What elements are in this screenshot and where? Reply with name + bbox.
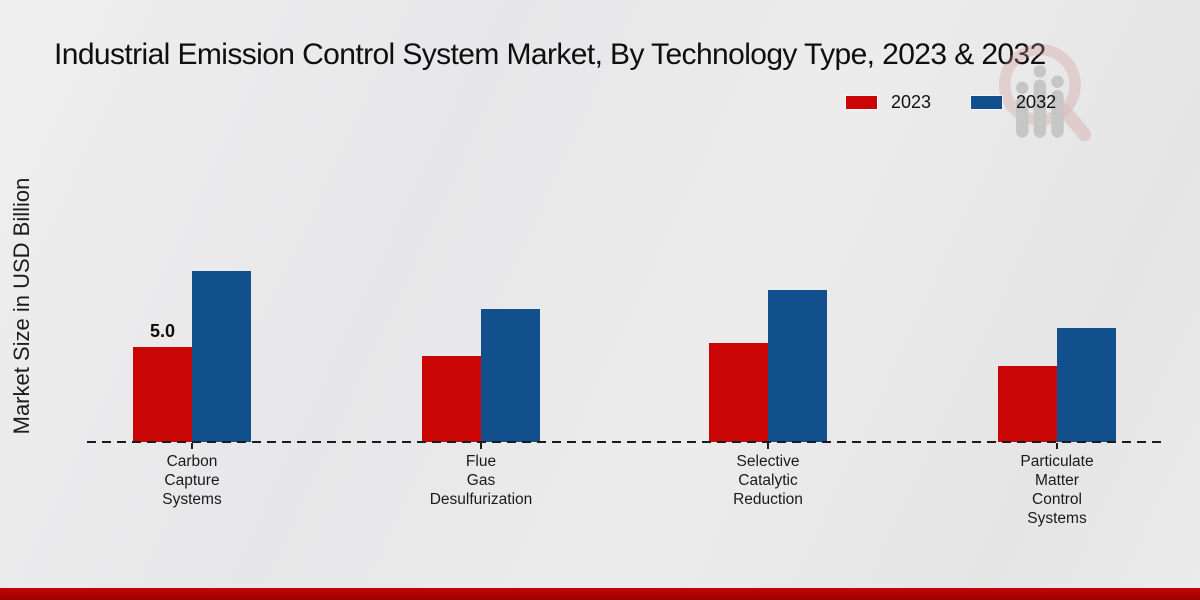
legend-item-2023: 2023 xyxy=(846,92,931,113)
bar-2032-group-1 xyxy=(481,309,540,442)
x-axis-tick xyxy=(767,443,769,449)
footer-accent-bar xyxy=(0,588,1200,600)
legend-label-2023: 2023 xyxy=(891,92,932,112)
bar-2023-group-3 xyxy=(998,366,1057,442)
category-label: Selective Catalytic Reduction xyxy=(733,453,803,508)
mrfr-logo-watermark-icon xyxy=(998,43,1092,142)
bar-2032-group-3 xyxy=(1057,328,1116,442)
legend-item-2032: 2032 xyxy=(971,92,1056,113)
x-axis-tick xyxy=(480,443,482,449)
category-label: Carbon Capture Systems xyxy=(162,453,222,508)
chart-title: Industrial Emission Control System Marke… xyxy=(54,38,1046,71)
category-label: Particulate Matter Control Systems xyxy=(1020,453,1094,527)
bar-2032-group-2 xyxy=(768,290,827,442)
legend-label-2032: 2032 xyxy=(1016,92,1057,112)
bar-2023-group-1 xyxy=(422,356,481,442)
bar-2023-group-0 xyxy=(133,347,192,442)
bar-2023-group-2 xyxy=(709,343,768,442)
legend-swatch-2023-icon xyxy=(846,96,877,109)
legend: 2023 2032 xyxy=(846,92,1056,113)
x-axis-tick xyxy=(1056,443,1058,449)
category-label: Flue Gas Desulfurization xyxy=(429,453,533,508)
bar-value-label: 5.0 xyxy=(149,321,176,341)
x-axis-tick xyxy=(191,443,193,449)
x-axis-baseline xyxy=(87,441,1165,443)
bar-2032-group-0 xyxy=(192,271,251,442)
legend-swatch-2032-icon xyxy=(971,96,1003,109)
